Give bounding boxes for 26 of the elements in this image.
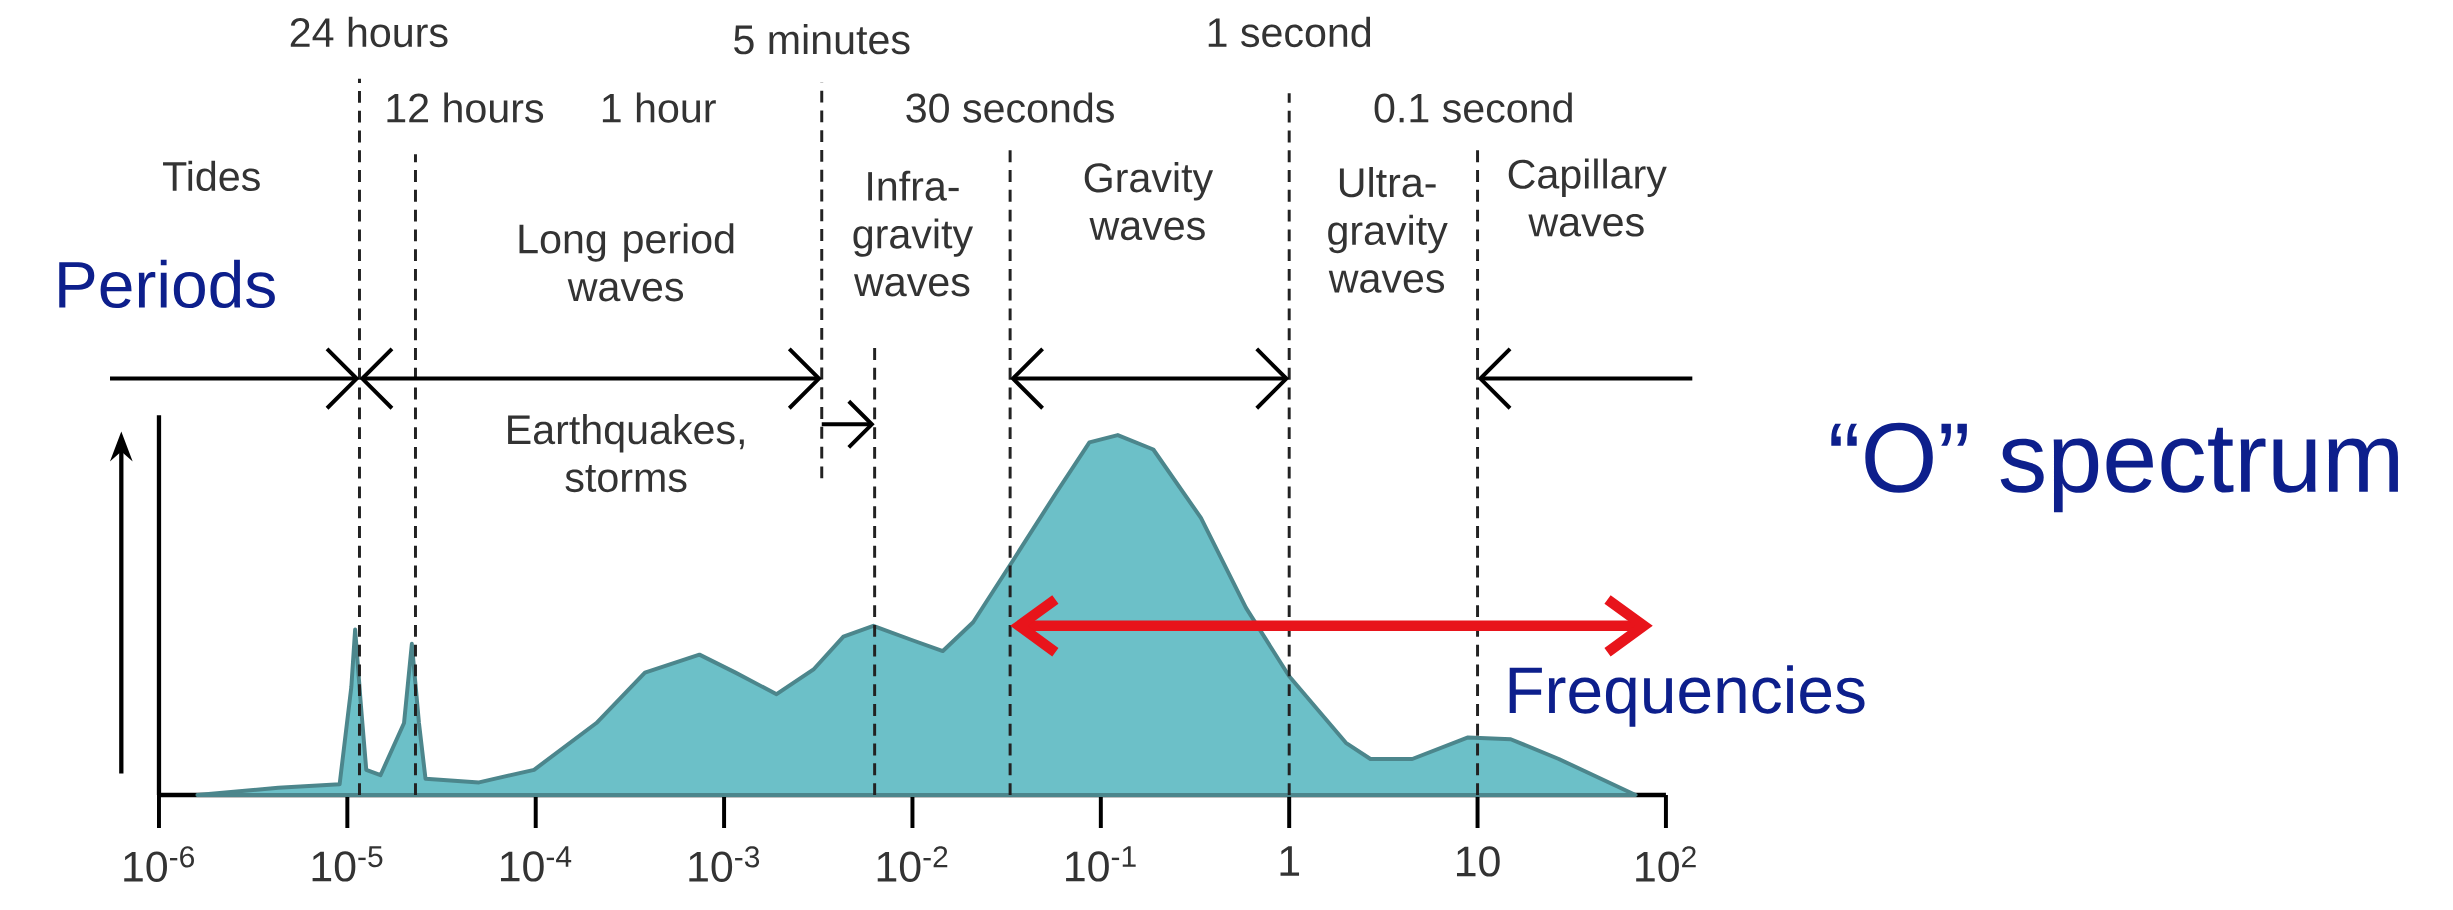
text: Ultra-gravity waves <box>1328 167 1448 294</box>
x-tick-label: 10$^{2}$ <box>1636 846 1696 883</box>
x-tick-label: 10$^{-6}$ <box>124 846 194 883</box>
x-tick-label: 10$^{-3}$ <box>689 846 760 883</box>
ref-line-label: 1 second <box>1208 17 1371 48</box>
annotation: Earthquakes, storms <box>508 414 744 493</box>
ref-line-label: 24 hours <box>290 17 448 48</box>
ref-line-label: 5 minutes <box>734 24 910 55</box>
text: Long period waves <box>519 223 734 302</box>
ref-line-label: 12 hours <box>387 92 544 123</box>
x-tick-label: 10$^{-4}$ <box>500 846 572 882</box>
x-tick-label: 10$^{-5}$ <box>312 846 383 882</box>
text: 1 hour <box>602 92 716 123</box>
ref-line-label: 0.1 second <box>1374 92 1572 123</box>
ref-line-label: 30 seconds <box>906 92 1114 123</box>
annotation: Frequencies <box>1509 665 1865 727</box>
x-tick-label: 10 <box>1456 846 1500 877</box>
text: Periods <box>59 259 275 309</box>
text: Gravity waves <box>1084 162 1214 241</box>
text: Tides <box>163 160 260 192</box>
text: “O” spectrum <box>1831 422 2398 513</box>
text: Capillary waves <box>1508 158 1667 237</box>
x-tick-label: 1 <box>1280 846 1300 876</box>
text: Infra-gravity waves <box>853 170 974 297</box>
x-tick-label: 10$^{-2}$ <box>877 846 948 883</box>
x-tick-label: 10$^{-1}$ <box>1066 846 1136 882</box>
